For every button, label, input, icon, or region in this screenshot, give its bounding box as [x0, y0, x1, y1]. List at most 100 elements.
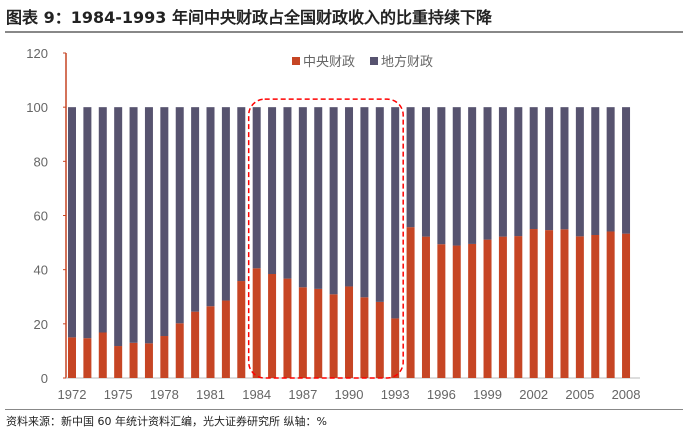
x-tick-label: 1987 — [288, 387, 317, 402]
x-tick-label: 1999 — [473, 387, 502, 402]
bar-central-1996 — [437, 244, 446, 378]
bar-central-1980 — [191, 311, 200, 378]
bar-central-2004 — [560, 229, 569, 378]
bar-central-1974 — [98, 332, 107, 378]
bar-central-1982 — [221, 300, 230, 378]
bar-local-1977 — [144, 107, 153, 344]
bar-local-1986 — [283, 107, 292, 279]
bar-local-1983 — [237, 107, 246, 282]
source-note: 资料来源：新中国 60 年统计资料汇编，光大证券研究所 纵轴：% — [6, 415, 327, 428]
bar-local-2002 — [529, 107, 538, 230]
bar-central-1995 — [421, 236, 430, 378]
bar-central-1992 — [375, 301, 384, 378]
bar-central-2008 — [622, 233, 631, 378]
bar-local-2006 — [591, 107, 600, 235]
y-tick-label: 60 — [34, 209, 48, 224]
bar-local-1985 — [268, 107, 277, 275]
bar-central-1979 — [175, 323, 184, 378]
bar-local-1993 — [391, 107, 400, 319]
bar-local-1998 — [468, 107, 477, 244]
bar-local-2005 — [575, 107, 584, 237]
x-tick-label: 1972 — [58, 387, 87, 402]
bar-central-1986 — [283, 278, 292, 378]
bar-central-2000 — [498, 236, 507, 378]
bar-central-1985 — [268, 274, 277, 378]
bar-local-1994 — [406, 107, 415, 228]
bar-central-1998 — [468, 243, 477, 378]
bar-central-1984 — [252, 268, 261, 378]
bar-local-1982 — [221, 107, 230, 301]
bar-central-1978 — [160, 336, 169, 378]
legend-label-0: 中央财政 — [303, 55, 355, 70]
bar-local-2001 — [514, 107, 523, 237]
chart-title: 图表 9：1984-1993 年间中央财政占全国财政收入的比重持续下降 — [6, 8, 492, 27]
legend-label-1: 地方财政 — [381, 54, 433, 70]
y-tick-label: 100 — [26, 100, 48, 115]
bar-central-2002 — [529, 229, 538, 378]
source-divider — [5, 409, 683, 410]
bar-central-1990 — [345, 286, 354, 378]
y-tick-label: 80 — [34, 154, 48, 169]
bar-central-1987 — [298, 287, 307, 378]
title-divider — [5, 31, 683, 33]
bar-local-1984 — [252, 107, 261, 269]
bar-central-2003 — [545, 230, 554, 378]
bar-central-1983 — [237, 281, 246, 378]
bar-local-1972 — [68, 107, 76, 338]
x-tick-label: 1990 — [335, 387, 364, 402]
bar-local-1987 — [298, 107, 307, 288]
bar-local-2004 — [560, 107, 569, 230]
x-tick-label: 1996 — [427, 387, 456, 402]
bar-local-2007 — [606, 107, 615, 232]
bar-central-1973 — [83, 338, 92, 378]
x-tick-label: 1975 — [104, 387, 133, 402]
bar-local-1975 — [114, 107, 123, 347]
bar-local-1980 — [191, 107, 200, 312]
legend-swatch-1 — [370, 57, 378, 65]
bar-local-1976 — [129, 107, 138, 343]
x-tick-label: 1984 — [242, 387, 271, 402]
bar-central-1989 — [329, 294, 338, 378]
bar-central-2001 — [514, 236, 523, 378]
bar-central-2005 — [575, 236, 584, 378]
bar-central-2007 — [606, 231, 615, 378]
y-tick-label: 120 — [26, 46, 48, 61]
legend-swatch-0 — [292, 57, 300, 65]
bar-central-1999 — [483, 239, 492, 378]
bar-central-1991 — [360, 297, 369, 378]
y-tick-label: 40 — [34, 263, 48, 278]
x-tick-label: 1993 — [381, 387, 410, 402]
x-tick-label: 1981 — [196, 387, 225, 402]
x-tick-label: 2008 — [612, 387, 641, 402]
bar-central-1972 — [68, 337, 76, 378]
bar-central-1993 — [391, 318, 400, 378]
bar-central-1977 — [144, 343, 153, 378]
bar-central-1975 — [114, 346, 123, 378]
bar-central-1997 — [452, 245, 461, 378]
bar-central-1976 — [129, 342, 138, 378]
bar-local-1974 — [98, 107, 107, 333]
bar-local-1973 — [83, 107, 92, 339]
bar-local-1979 — [175, 107, 184, 324]
bar-local-2003 — [545, 107, 554, 231]
bar-central-1981 — [206, 306, 215, 378]
bar-central-2006 — [591, 235, 600, 378]
x-tick-label: 1978 — [150, 387, 179, 402]
x-tick-label: 2002 — [519, 387, 548, 402]
bar-central-1994 — [406, 227, 415, 378]
bar-local-1989 — [329, 107, 338, 295]
x-tick-label: 2005 — [565, 387, 594, 402]
bar-local-1978 — [160, 107, 169, 337]
y-tick-label: 20 — [34, 317, 48, 332]
bar-local-1999 — [483, 107, 492, 240]
bar-local-1997 — [452, 107, 461, 246]
bar-local-1981 — [206, 107, 215, 307]
y-tick-label: 0 — [41, 371, 48, 386]
bar-local-2008 — [622, 107, 631, 234]
bar-local-1996 — [437, 107, 446, 245]
bar-central-1988 — [314, 288, 323, 378]
bar-local-1990 — [345, 107, 354, 287]
highlight-box — [247, 98, 404, 379]
bar-local-1991 — [360, 107, 369, 298]
